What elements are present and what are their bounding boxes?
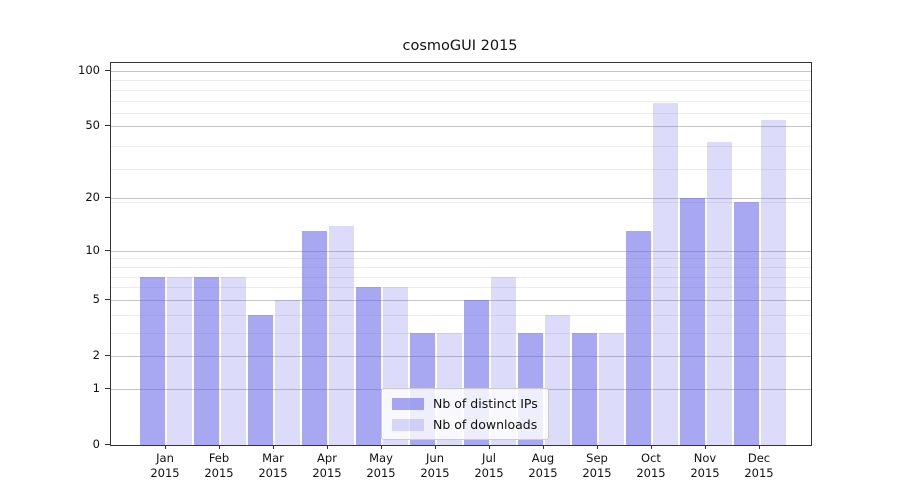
x-tick-label: Jan 2015 (150, 451, 180, 480)
y-tick-label: 20 (85, 190, 100, 205)
x-tick-label: May 2015 (366, 451, 396, 480)
y-tick-label: 5 (92, 291, 100, 306)
y-tick-mark (105, 387, 110, 389)
legend-swatch (392, 418, 424, 431)
bar-nb-of-distinct-ips-oct (626, 231, 651, 445)
bar-nb-of-downloads-mar (275, 299, 300, 445)
legend-label: Nb of downloads (433, 417, 538, 432)
x-tick-mark (219, 445, 220, 449)
y-tick-mark (105, 444, 110, 445)
x-tick-mark (381, 445, 382, 449)
x-tick-label: Nov 2015 (690, 451, 720, 480)
minor-gridline (111, 332, 811, 334)
minor-gridline (111, 100, 811, 102)
bar-nb-of-distinct-ips-nov (680, 198, 705, 445)
x-tick-label: Dec 2015 (744, 451, 774, 480)
bar-nb-of-downloads-oct (653, 103, 678, 445)
minor-gridline (111, 287, 811, 289)
legend-entry: Nb of downloads (392, 417, 538, 432)
bar-nb-of-distinct-ips-feb (194, 276, 219, 445)
bar-nb-of-downloads-apr (329, 225, 354, 445)
y-tick-label: 1 (92, 380, 100, 395)
y-tick-mark (105, 70, 110, 71)
major-gridline (111, 299, 811, 301)
x-tick-label: Apr 2015 (312, 451, 342, 480)
bar-nb-of-distinct-ips-sep (572, 332, 597, 445)
y-tick-label: 0 (92, 437, 100, 451)
legend-swatch (392, 397, 424, 410)
x-tick-label: Oct 2015 (636, 451, 666, 480)
minor-gridline (111, 169, 811, 171)
major-gridline (111, 198, 811, 200)
minor-gridline (111, 314, 811, 316)
x-tick-label: Jun 2015 (420, 451, 450, 480)
bar-nb-of-downloads-nov (707, 142, 732, 445)
bar-nb-of-distinct-ips-apr (302, 231, 327, 445)
bar-nb-of-downloads-aug (545, 314, 570, 445)
minor-gridline (111, 80, 811, 82)
x-tick-label: Jul 2015 (474, 451, 504, 480)
minor-gridline (111, 113, 811, 115)
x-tick-mark (705, 445, 706, 449)
y-tick-mark (105, 125, 110, 127)
x-tick-mark (327, 445, 328, 449)
major-gridline (111, 250, 811, 252)
minor-gridline (111, 146, 811, 148)
bar-nb-of-downloads-sep (599, 332, 624, 445)
bar-nb-of-distinct-ips-mar (248, 314, 273, 445)
y-tick-label: 50 (85, 118, 100, 133)
y-tick-mark (105, 355, 110, 356)
bar-nb-of-distinct-ips-jan (140, 276, 165, 445)
x-tick-label: Feb 2015 (204, 451, 234, 480)
minor-gridline (111, 266, 811, 268)
x-tick-label: Sep 2015 (582, 451, 612, 480)
major-gridline (111, 71, 811, 72)
major-gridline (111, 126, 811, 128)
y-tick-mark (105, 298, 110, 300)
bar-nb-of-downloads-feb (221, 276, 246, 445)
y-tick-label: 2 (92, 348, 100, 362)
minor-gridline (111, 89, 811, 91)
x-tick-mark (543, 445, 544, 449)
major-gridline (111, 356, 811, 357)
legend: Nb of distinct IPs Nb of downloads (381, 388, 549, 440)
x-tick-mark (597, 445, 598, 449)
x-tick-mark (165, 445, 166, 449)
y-tick-label: 10 (85, 242, 100, 257)
y-tick-label: 100 (78, 63, 100, 77)
y-tick-mark (105, 249, 110, 251)
bar-nb-of-downloads-dec (761, 120, 786, 445)
plot-area: Nb of distinct IPs Nb of downloads (110, 62, 812, 446)
x-tick-label: Mar 2015 (258, 451, 288, 480)
minor-gridline (111, 202, 811, 204)
bar-nb-of-distinct-ips-dec (734, 202, 759, 445)
x-tick-label: Aug 2015 (528, 451, 558, 480)
minor-gridline (111, 258, 811, 260)
legend-entry: Nb of distinct IPs (392, 396, 538, 411)
chart-title: cosmoGUI 2015 (402, 38, 518, 54)
x-tick-mark (435, 445, 436, 449)
x-tick-mark (273, 445, 274, 449)
bar-nb-of-distinct-ips-may (356, 287, 381, 445)
x-tick-mark (759, 445, 760, 449)
bar-nb-of-downloads-jan (167, 276, 192, 445)
minor-gridline (111, 276, 811, 278)
y-tick-mark (105, 197, 110, 199)
x-tick-mark (651, 445, 652, 449)
legend-label: Nb of distinct IPs (433, 396, 538, 411)
x-tick-mark (489, 445, 490, 449)
